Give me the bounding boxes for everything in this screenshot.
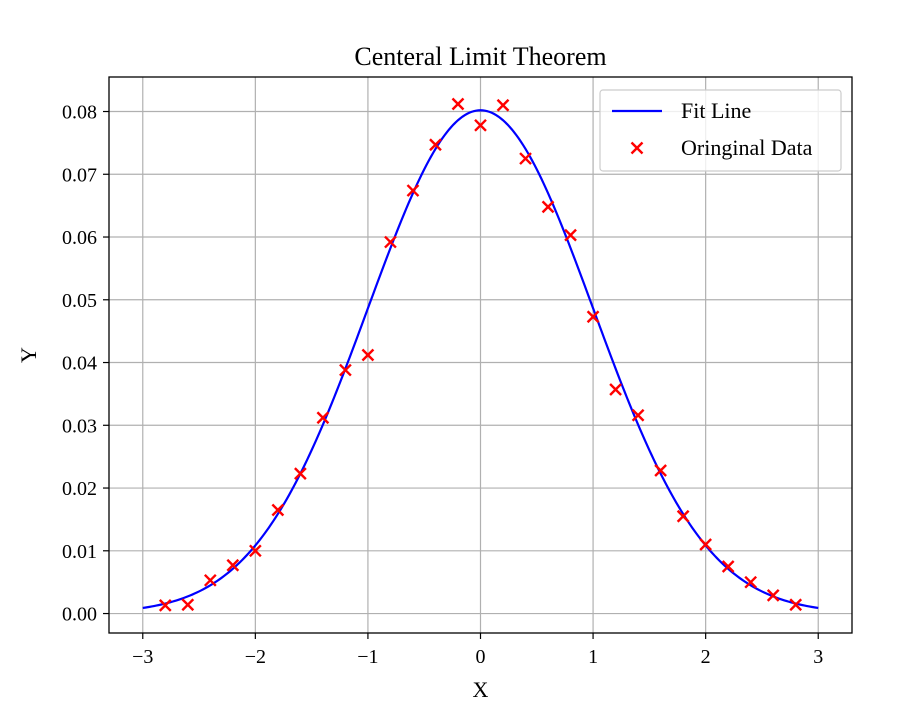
y-tick-label: 0.04: [62, 353, 97, 375]
legend-marker-stroke-b: [630, 141, 644, 155]
data-point: [721, 560, 735, 573]
x-axis-label: X: [473, 677, 489, 702]
y-tick-label: 0.01: [62, 541, 97, 563]
grid: [109, 77, 852, 633]
data-point-stroke-b: [316, 411, 330, 425]
data-point: [496, 98, 510, 112]
y-tick-label: 0.06: [62, 227, 97, 249]
y-tick-label: 0.02: [62, 478, 97, 500]
data-point-stroke-b: [654, 464, 667, 477]
data-point: [541, 200, 555, 214]
legend-entry-original-data: Oringinal Data: [681, 135, 813, 160]
x-tick-label: 1: [588, 646, 598, 668]
data-point: [203, 573, 217, 587]
legend: Fit Line Oringinal Data: [599, 89, 842, 172]
data-point-stroke-b: [474, 118, 487, 132]
data-point: [631, 408, 645, 422]
data-point: [406, 184, 420, 197]
data-point-stroke-b: [361, 348, 375, 362]
data-point-stroke-b: [609, 383, 622, 396]
data-point-stroke-b: [271, 503, 285, 517]
x-tick-label: −1: [357, 646, 378, 668]
data-point: [384, 235, 397, 249]
data-point: [271, 503, 285, 517]
legend-entry-fit-line: Fit Line: [681, 98, 751, 123]
data-point: [451, 97, 465, 111]
data-point: [654, 464, 667, 477]
axis-ticks: −3 −2 −1 0 1 2 3 0.00 0.01 0.02 0.03 0.04 0.05 0.06 0.…: [62, 102, 823, 668]
y-tick-label: 0.08: [62, 102, 97, 124]
chart-title: Centeral Limit Theorem: [354, 42, 606, 71]
data-point-stroke-b: [699, 538, 713, 551]
data-point-stroke-b: [181, 598, 195, 612]
axes-frame: [108, 76, 853, 634]
data-point: [789, 598, 803, 612]
data-point-stroke-b: [406, 184, 420, 197]
data-point: [519, 152, 532, 165]
plot-area: [142, 97, 819, 612]
data-point: [429, 138, 442, 152]
data-point-stroke-b: [789, 598, 803, 612]
data-point: [181, 598, 195, 612]
data-point-stroke-b: [586, 310, 600, 324]
data-point-stroke-b: [339, 363, 352, 377]
data-point-stroke-b: [541, 200, 555, 214]
data-point-stroke-b: [429, 138, 442, 152]
data-point: [564, 228, 577, 242]
data-point-stroke-b: [384, 235, 397, 249]
y-tick-label: 0.00: [62, 604, 97, 626]
y-tick-label: 0.05: [62, 290, 97, 312]
data-point-stroke-b: [496, 98, 510, 112]
data-point: [226, 558, 240, 572]
data-point: [294, 467, 307, 480]
data-point-stroke-b: [451, 97, 465, 111]
data-point: [248, 544, 262, 558]
y-tick-label: 0.03: [62, 415, 97, 437]
data-point-stroke-b: [744, 575, 758, 589]
data-point-stroke-b: [203, 573, 217, 587]
data-point: [609, 383, 622, 396]
x-tick-label: −3: [132, 646, 153, 668]
data-point-stroke-b: [158, 599, 172, 612]
data-point-stroke-b: [519, 152, 532, 165]
x-tick-label: 2: [701, 646, 711, 668]
data-point-stroke-b: [226, 558, 240, 572]
legend-swatch-original-data: [630, 141, 644, 155]
data-point: [361, 348, 375, 362]
data-point: [744, 575, 758, 589]
y-axis-label: Y: [16, 347, 41, 363]
data-point: [316, 411, 330, 425]
data-point: [766, 588, 780, 602]
data-point-stroke-b: [676, 509, 690, 523]
data-point: [676, 509, 690, 523]
data-point-stroke-b: [721, 560, 735, 573]
data-point-stroke-b: [248, 544, 262, 558]
data-point-stroke-b: [564, 228, 577, 242]
data-point-stroke-b: [766, 588, 780, 602]
data-point-stroke-b: [294, 467, 307, 480]
data-point: [158, 599, 172, 612]
x-tick-label: 0: [476, 646, 486, 668]
data-point-stroke-b: [631, 408, 645, 422]
x-tick-label: −2: [245, 646, 266, 668]
y-tick-label: 0.07: [62, 164, 97, 186]
data-point: [586, 310, 600, 324]
legend-marker: [630, 141, 644, 155]
x-tick-label: 3: [813, 646, 823, 668]
data-point: [474, 118, 487, 132]
data-point: [699, 538, 713, 551]
data-point: [339, 363, 352, 377]
